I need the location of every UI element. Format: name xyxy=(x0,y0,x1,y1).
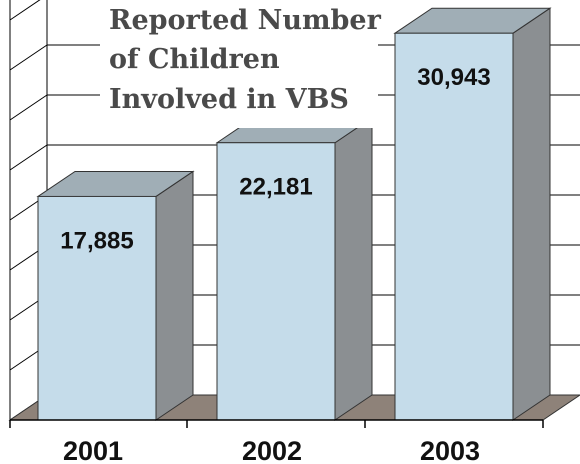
bar-side xyxy=(334,116,373,421)
gridline-diagonal xyxy=(9,144,48,171)
x-axis xyxy=(9,419,544,428)
gridline-diagonal xyxy=(9,0,41,21)
x-tick-label-2001: 2001 xyxy=(63,436,123,464)
bar-2003 xyxy=(393,7,552,421)
gridline-diagonal xyxy=(9,94,48,121)
title-background xyxy=(100,0,378,128)
bar-front xyxy=(216,142,336,421)
bar-2002 xyxy=(215,116,374,421)
labels: 17,885 2001 22,181 2002 30,943 2003 xyxy=(60,64,490,464)
chart-title-line-3: Involved in VBS xyxy=(109,84,349,115)
data-label-2002: 22,181 xyxy=(239,174,312,201)
bar-side xyxy=(512,7,551,421)
data-label-2001: 17,885 xyxy=(60,227,133,254)
x-tick-label-2002: 2002 xyxy=(242,436,302,464)
bars xyxy=(36,7,552,421)
bar-front xyxy=(37,195,157,421)
bar-side xyxy=(155,170,194,421)
chart-title-line-1: Reported Number xyxy=(109,5,382,36)
data-label-2003: 30,943 xyxy=(417,64,490,91)
bar-2001 xyxy=(36,170,195,421)
chart-title-line-2: of Children xyxy=(109,44,280,75)
bar-front xyxy=(394,32,514,421)
x-tick-label-2003: 2003 xyxy=(420,436,480,464)
gridline-diagonal xyxy=(9,44,48,71)
